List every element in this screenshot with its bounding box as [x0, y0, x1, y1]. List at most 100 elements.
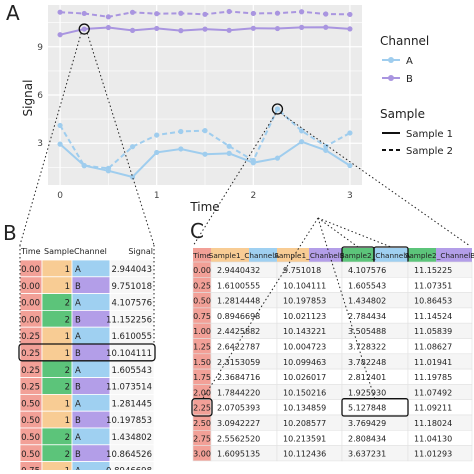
y-axis-label: Signal: [21, 80, 35, 117]
data-point: [226, 8, 232, 15]
data-point: [274, 155, 281, 161]
table-b-signal: 4.107576: [111, 299, 152, 309]
table-c-header-bg: [408, 248, 436, 262]
data-point: [129, 144, 136, 150]
data-point: [178, 28, 184, 34]
table-c-value: 1.434802: [348, 297, 386, 306]
table-c-value: 11.18024: [414, 419, 452, 428]
table-c-time: 0.75: [193, 312, 211, 321]
table-b-channel: B: [75, 383, 81, 393]
data-point: [154, 25, 160, 32]
table-c-value: 11.01941: [414, 358, 452, 367]
table-c-value: 2.808434: [348, 434, 386, 443]
table-c-value: 11.01293: [414, 450, 452, 459]
table-c-value: 10.208577: [283, 419, 326, 428]
table-c-value: 1.6095135: [217, 450, 260, 459]
data-point: [347, 130, 353, 136]
data-point: [178, 146, 184, 152]
data-point: [226, 27, 232, 33]
table-b-sample: 2: [65, 450, 70, 460]
table-b-time: 0.25: [21, 383, 40, 393]
table-c-cell: [407, 445, 473, 462]
data-point: [347, 162, 353, 169]
table-b-sample: 1: [65, 282, 70, 292]
table-b-channel: A: [75, 399, 81, 409]
table-c-value: 1.925930: [348, 388, 386, 397]
table-c-value: 2.3153059: [217, 358, 260, 367]
table-b-time: 0.00: [21, 299, 40, 309]
table-c-value: 2.6422787: [217, 343, 260, 352]
table-b-time: 0.75: [21, 467, 40, 470]
highlight-circle-c: [271, 103, 284, 115]
table-c-time: 0.50: [193, 297, 211, 306]
table-c-value: 2.0705393: [217, 404, 260, 413]
x-tick-label: 2: [250, 191, 256, 201]
legend-channel-b-marker: [388, 75, 394, 81]
table-b-time: 0.25: [21, 366, 40, 376]
table-b-sample: 2: [65, 366, 70, 376]
data-point: [323, 24, 329, 30]
table-b-signal: 9.751018: [111, 282, 152, 292]
table-b-signal: 10.104111: [106, 349, 152, 359]
connector-lines: [19, 23, 471, 400]
table-c-header: Sample1_ChannelA: [209, 251, 280, 260]
table-c-value: 1.605543: [348, 281, 386, 290]
connector-line: [317, 217, 359, 248]
table-b-time: 0.00: [21, 265, 40, 275]
data-point: [299, 139, 305, 145]
table-c-value: 10.021123: [283, 312, 326, 321]
table-c-value: 10.112436: [283, 450, 326, 459]
table-b-highlight-row: [18, 343, 156, 362]
table-c-value: 2.9440432: [217, 266, 260, 275]
table-b-channel: A: [75, 265, 81, 275]
table-b-signal: 10.864526: [106, 450, 152, 460]
x-axis-label: Time: [189, 200, 219, 214]
table-c-value: 2.5562520: [217, 434, 260, 443]
table-c-header-bg: [211, 248, 249, 262]
table-c-header: Time: [192, 251, 211, 260]
table-c-highlight-time: [191, 398, 213, 417]
table-c-value: 3.728322: [348, 343, 386, 352]
data-point: [154, 11, 160, 17]
table-c-header: Sample1_ChannelB: [274, 251, 345, 260]
data-point: [202, 26, 208, 32]
table-c-value: 11.19785: [414, 373, 452, 382]
data-point: [347, 11, 353, 18]
table-b-sample: 1: [65, 416, 70, 426]
table-c-value: 2.812401: [348, 373, 386, 382]
table-c-value: 11.09211: [414, 404, 452, 413]
table-b-signal: 1.434802: [111, 433, 152, 443]
table-b-time: 0.00: [21, 315, 40, 325]
panel-label-c: C: [190, 219, 204, 243]
table-b-signal: 11.073514: [106, 383, 152, 393]
table-c-value: 2.3684716: [217, 373, 260, 382]
table-b-signal: 1.610055: [111, 332, 152, 342]
y-tick-label: 9: [37, 43, 43, 53]
table-b-signal: 2.944043: [111, 265, 152, 275]
table-b-sample: 1: [65, 332, 70, 342]
table-c-value: 11.08627: [414, 343, 452, 352]
data-point: [81, 10, 87, 17]
table-c-time: 3.00: [193, 450, 211, 459]
table-b-channel: A: [75, 332, 81, 342]
table-c-value: 3.769429: [348, 419, 386, 428]
legend: Channel A B Sample Sample 1 Sample 2: [380, 34, 453, 157]
data-point: [347, 26, 353, 32]
data-point: [202, 128, 208, 134]
data-point: [274, 25, 281, 32]
table-c-value: 10.143221: [283, 327, 326, 336]
data-point: [323, 143, 329, 149]
table-c-value: 11.07351: [414, 281, 452, 290]
x-tick-label: 3: [347, 191, 353, 201]
wide-format-table: TimeSample1_ChannelASample1_ChannelBSamp…: [191, 246, 474, 462]
table-b-channel: A: [75, 299, 81, 309]
table-c-time: 2.25: [193, 404, 211, 413]
table-b-channel: A: [75, 366, 81, 376]
table-c-time: 2.75: [193, 434, 211, 443]
table-c-time: 1.25: [193, 343, 211, 352]
table-c-value: 0.8946698: [217, 312, 260, 321]
table-b-time: 0.50: [21, 399, 40, 409]
table-c-value: 10.099463: [283, 358, 326, 367]
panel-label-b: B: [3, 221, 17, 245]
table-c-header-bg: [249, 248, 277, 262]
